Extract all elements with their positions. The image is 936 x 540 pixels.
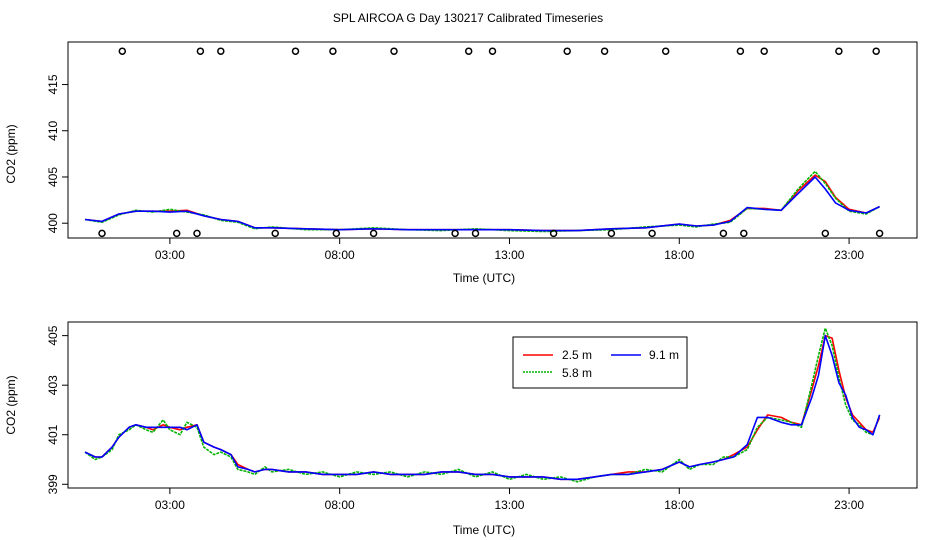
top-marker-lower-6 (451, 229, 459, 238)
top-marker-upper-13 (835, 47, 843, 55)
top-y-tick-label-2: 410 (46, 120, 60, 140)
bottom-x-tick-label-1: 08:00 (325, 498, 355, 512)
top-x-tick-label-1: 08:00 (325, 248, 355, 262)
bottom-x-axis: 03:00 08:00 13:00 18:00 23:00 (155, 488, 864, 512)
top-marker-lower-11 (719, 229, 728, 238)
top-series-9-1-m (84, 176, 880, 232)
top-marker-upper-9 (600, 47, 609, 55)
top-series-layer (84, 170, 880, 233)
top-marker-upper-6 (464, 47, 473, 55)
top-marker-upper-5 (390, 47, 398, 55)
legend-label-5-8m: 5.8 m (562, 366, 592, 380)
top-series-5-8-m (84, 170, 880, 233)
top-y-tick-label-3: 415 (46, 74, 60, 94)
top-marker-lower-7 (471, 229, 480, 238)
legend-label-9-1m: 9.1 m (649, 348, 679, 362)
bottom-y-tick-label-2: 403 (46, 375, 60, 395)
top-marker-upper-2 (217, 47, 225, 55)
top-marker-upper-10 (661, 47, 670, 55)
top-marker-lower-14 (875, 229, 884, 238)
top-x-axis: 03:00 08:00 13:00 18:00 23:00 (155, 238, 864, 262)
top-marker-upper-11 (736, 47, 745, 55)
top-marker-upper-3 (291, 47, 300, 55)
top-x-tick-label-3: 18:00 (664, 248, 694, 262)
figure-title: SPL AIRCOA G Day 130217 Calibrated Times… (333, 11, 603, 25)
top-marker-lower-0 (98, 229, 106, 238)
legend-label-2-5m: 2.5 m (562, 348, 592, 362)
top-marker-upper-12 (760, 47, 768, 55)
top-marker-lower-4 (332, 229, 341, 238)
top-panel: 03:00 08:00 13:00 18:00 23:00 400 405 410 415 T… (4, 41, 918, 285)
top-marker-upper-14 (872, 47, 880, 55)
bottom-y-axis: 399 401 403 405 (46, 325, 68, 494)
top-marker-lower-3 (271, 229, 279, 238)
bottom-x-tick-label-4: 23:00 (834, 498, 864, 512)
top-y-axis: 400 405 410 415 (46, 74, 68, 233)
bottom-plot-frame (67, 321, 918, 489)
top-y-tick-label-0: 400 (46, 213, 60, 233)
top-y-axis-title: CO2 (ppm) (4, 124, 18, 183)
top-x-tick-label-4: 23:00 (834, 248, 864, 262)
top-x-tick-label-2: 13:00 (494, 248, 524, 262)
bottom-series-layer (84, 327, 881, 483)
bottom-panel: 03:00 08:00 13:00 18:00 23:00 399 401 403 405 T… (4, 321, 918, 537)
top-marker-lower-8 (549, 229, 558, 238)
bottom-series-2-5-m (84, 334, 881, 481)
top-marker-lower-10 (648, 229, 656, 238)
bottom-x-tick-label-2: 13:00 (494, 498, 524, 512)
top-marker-upper-7 (488, 47, 497, 55)
top-marker-lower-9 (607, 229, 616, 238)
top-marker-upper-4 (329, 47, 337, 55)
bottom-x-tick-label-3: 18:00 (664, 498, 694, 512)
top-marker-lower-13 (821, 229, 830, 238)
top-marker-lower-5 (369, 229, 378, 238)
top-marker-lower-12 (740, 229, 748, 238)
top-markers-layer (98, 47, 884, 238)
bottom-y-axis-title: CO2 (ppm) (4, 375, 18, 434)
top-y-tick-label-1: 405 (46, 167, 60, 187)
top-marker-lower-1 (172, 229, 181, 238)
top-series-2-5-m (84, 174, 880, 232)
top-x-tick-label-0: 03:00 (155, 248, 185, 262)
bottom-y-tick-label-0: 399 (46, 474, 60, 494)
bottom-x-axis-title: Time (UTC) (453, 523, 515, 537)
bottom-series-9-1-m (84, 334, 881, 481)
legend-box (512, 336, 688, 389)
top-marker-upper-8 (563, 47, 571, 55)
bottom-y-tick-label-3: 405 (46, 325, 60, 345)
top-marker-upper-1 (196, 47, 205, 55)
bottom-y-tick-label-1: 401 (46, 424, 60, 444)
top-x-axis-title: Time (UTC) (453, 271, 515, 285)
bottom-x-tick-label-0: 03:00 (155, 498, 185, 512)
legend: 2.5 m 9.1 m 5.8 m (512, 336, 688, 389)
top-marker-upper-0 (118, 47, 127, 55)
top-plot-frame (67, 41, 918, 239)
top-marker-lower-2 (193, 229, 201, 238)
bottom-series-5-8-m (84, 327, 881, 483)
